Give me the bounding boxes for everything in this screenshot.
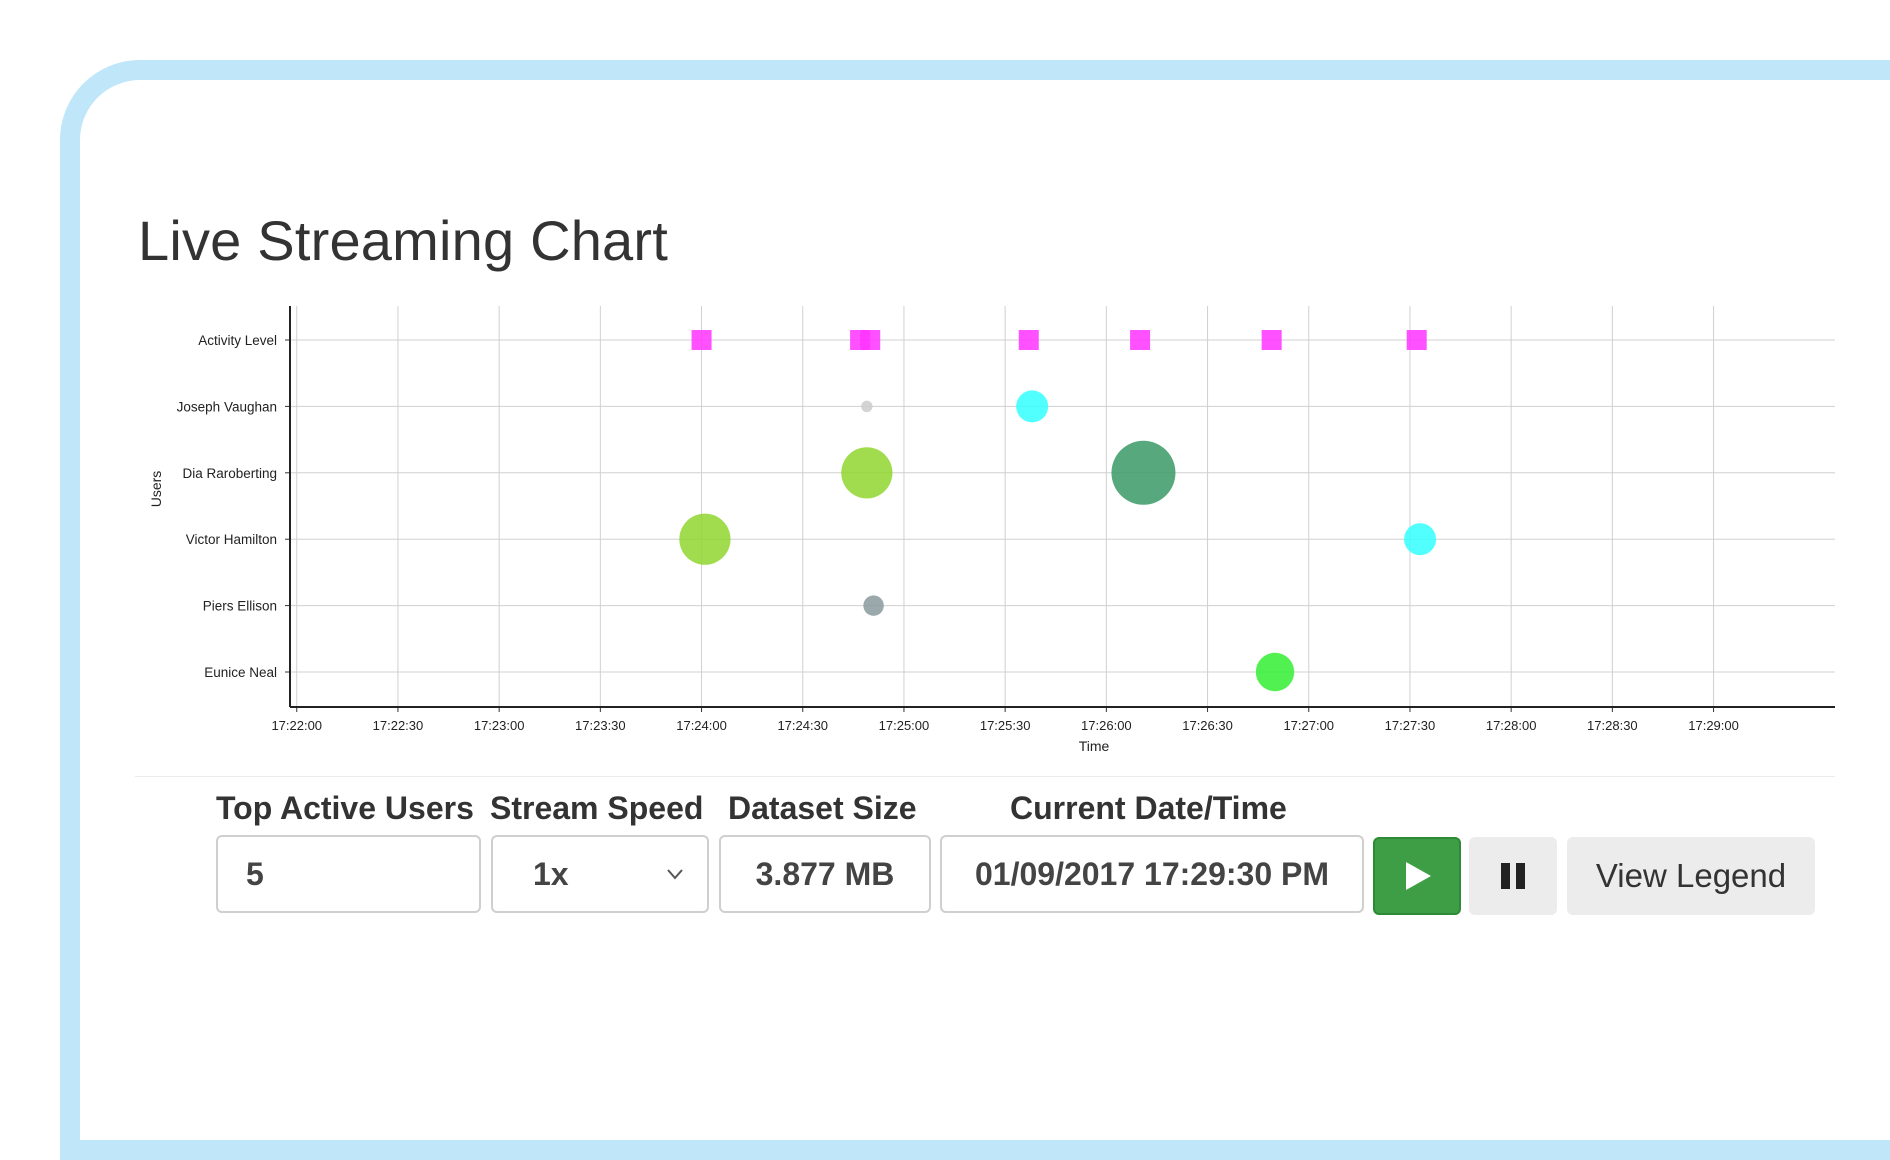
x-tick-label: 17:22:00 <box>271 718 322 733</box>
y-tick-label: Piers Ellison <box>203 599 277 614</box>
y-tick-label: Activity Level <box>198 333 277 348</box>
top-users-input[interactable] <box>218 854 479 894</box>
chart-grid <box>290 306 1835 707</box>
dataset-size-box: 3.877 MB <box>719 835 931 913</box>
user-bubble <box>863 595 884 616</box>
top-users-box <box>216 835 481 913</box>
x-tick-label: 17:24:30 <box>777 718 828 733</box>
activity-marker <box>860 330 881 350</box>
x-tick-label: 17:27:30 <box>1385 718 1436 733</box>
user-bubble <box>841 447 893 499</box>
x-tick-label: 17:23:00 <box>474 718 525 733</box>
activity-marker <box>1018 330 1039 350</box>
activity-marker <box>1130 330 1151 350</box>
chart-axes <box>285 306 1835 712</box>
x-tick-label: 17:24:00 <box>676 718 727 733</box>
activity-marker <box>1261 330 1282 350</box>
play-button[interactable] <box>1373 837 1461 915</box>
user-bubble <box>1111 440 1176 505</box>
top-users-label: Top Active Users <box>216 790 474 826</box>
x-tick-label: 17:26:30 <box>1182 718 1233 733</box>
x-tick-label: 17:28:30 <box>1587 718 1638 733</box>
dataset-size-value: 3.877 MB <box>755 855 895 892</box>
x-tick-label: 17:28:00 <box>1486 718 1537 733</box>
y-tick-label: Eunice Neal <box>204 665 277 680</box>
pause-icon <box>1501 863 1525 889</box>
chart-marks <box>679 330 1437 692</box>
x-axis-labels: 17:22:00 17:22:30 17:23:00 17:23:30 17:24:00… <box>271 718 1738 733</box>
activity-marker <box>691 330 712 350</box>
page-title: Live Streaming Chart <box>138 209 669 272</box>
x-tick-label: 17:25:00 <box>879 718 930 733</box>
dataset-size-label: Dataset Size <box>728 790 917 826</box>
stream-speed-label: Stream Speed <box>490 790 704 826</box>
view-legend-button[interactable]: View Legend <box>1567 837 1815 915</box>
y-tick-label: Dia Raroberting <box>182 466 277 481</box>
user-bubble <box>679 513 731 565</box>
stream-speed-value: 1x <box>533 855 569 892</box>
datetime-label: Current Date/Time <box>1010 790 1287 826</box>
user-bubble <box>1255 652 1295 692</box>
controls-divider <box>135 776 1835 777</box>
play-icon <box>1406 862 1431 890</box>
x-tick-label: 17:29:00 <box>1688 718 1739 733</box>
pause-button[interactable] <box>1469 837 1557 915</box>
x-tick-label: 17:23:30 <box>575 718 626 733</box>
x-tick-label: 17:27:00 <box>1283 718 1334 733</box>
chevron-down-icon <box>667 869 683 880</box>
streaming-chart: Activity Level Joseph Vaughan Dia Rarobert… <box>148 306 1835 754</box>
x-axis-title: Time <box>1079 738 1110 754</box>
datetime-box: 01/09/2017 17:29:30 PM <box>940 835 1364 913</box>
user-bubble <box>1016 390 1049 423</box>
y-axis-title: Users <box>148 471 164 508</box>
user-bubble <box>1404 523 1437 556</box>
x-tick-label: 17:26:00 <box>1081 718 1132 733</box>
user-bubble <box>861 400 873 413</box>
y-tick-label: Joseph Vaughan <box>177 399 277 414</box>
datetime-value: 01/09/2017 17:29:30 PM <box>974 855 1330 892</box>
x-tick-label: 17:25:30 <box>980 718 1031 733</box>
y-axis-labels: Activity Level Joseph Vaughan Dia Rarobert… <box>177 333 277 680</box>
activity-marker <box>1406 330 1427 350</box>
x-tick-label: 17:22:30 <box>373 718 424 733</box>
y-tick-label: Victor Hamilton <box>186 532 277 547</box>
stream-speed-select[interactable]: 1x <box>491 835 709 913</box>
